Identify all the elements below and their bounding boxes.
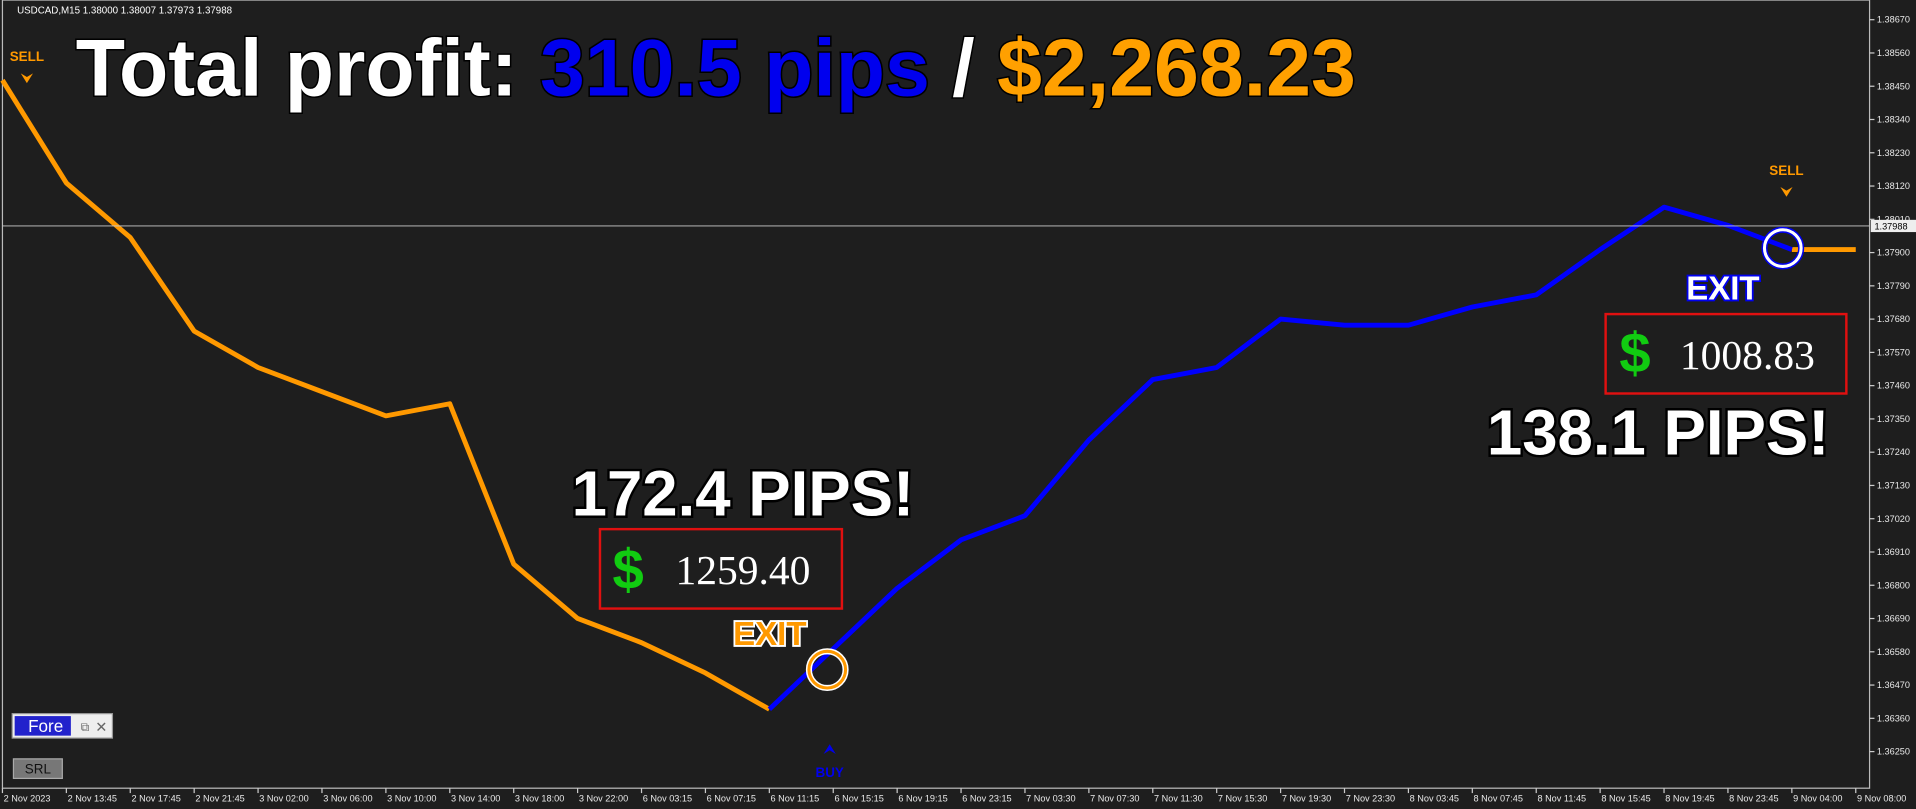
x-tick-label: 2 Nov 13:45 — [68, 794, 117, 804]
exit-label: EXIT — [733, 615, 806, 652]
x-tick-label: 3 Nov 22:00 — [579, 794, 628, 804]
close-icon[interactable]: ✕ — [95, 720, 107, 736]
x-tick-label: 6 Nov 11:15 — [771, 794, 820, 804]
profit-box — [598, 527, 844, 610]
trade-profit: 1008.83 — [1680, 332, 1815, 378]
y-tick-label: 1.37790 — [1877, 281, 1910, 291]
y-tick-label: 1.36800 — [1877, 580, 1910, 590]
title-pips: 310.5 pips — [540, 23, 930, 113]
y-tick-label: 1.36470 — [1877, 680, 1910, 690]
plot-frame — [1, 0, 1871, 789]
srl-label: SRL — [25, 762, 52, 777]
current-price-box — [1870, 219, 1916, 233]
y-tick-label: 1.37130 — [1877, 481, 1910, 491]
x-tick-label: 9 Nov 04:00 — [1793, 794, 1842, 804]
title-separator: / — [952, 23, 974, 113]
signal-label: SELL — [10, 49, 44, 64]
srl-button[interactable] — [12, 758, 63, 780]
y-tick-label: 1.37460 — [1877, 381, 1910, 391]
x-tick-label: 8 Nov 19:45 — [1665, 794, 1714, 804]
y-tick-label: 1.37020 — [1877, 514, 1910, 524]
y-tick-label: 1.36580 — [1877, 647, 1910, 657]
indicator-tab[interactable] — [14, 716, 71, 736]
signal-label: SELL — [1769, 163, 1803, 178]
x-tick-label: 6 Nov 15:15 — [834, 794, 883, 804]
trade-pips: 138.1 PIPS! — [1487, 398, 1830, 469]
x-tick-label: 6 Nov 19:15 — [898, 794, 947, 804]
x-tick-label: 3 Nov 06:00 — [323, 794, 372, 804]
y-tick-label: 1.38450 — [1877, 81, 1910, 91]
title-money: $2,268.23 — [997, 23, 1356, 113]
y-tick-label: 1.38340 — [1877, 115, 1910, 125]
y-tick-label: 1.36250 — [1877, 747, 1910, 757]
x-tick-label: 2 Nov 21:45 — [195, 794, 244, 804]
currency-sign: $ — [1619, 322, 1650, 385]
x-tick-label: 8 Nov 11:45 — [1537, 794, 1586, 804]
marks: 1.38670 1.38560 1.38450 1.38340 1.38230 1.381… — [0, 15, 1916, 804]
y-tick-label: 1.36360 — [1877, 713, 1910, 723]
currency-sign: $ — [612, 538, 643, 601]
y-tick-label: 1.38560 — [1877, 48, 1910, 58]
x-tick-label: 3 Nov 10:00 — [387, 794, 436, 804]
x-tick-label: 3 Nov 18:00 — [515, 794, 564, 804]
x-tick-label: 7 Nov 15:30 — [1218, 794, 1267, 804]
price-line — [767, 204, 1793, 712]
exit-marker — [1762, 228, 1803, 268]
x-tick-label: 6 Nov 03:15 — [643, 794, 692, 804]
x-tick-label: 7 Nov 19:30 — [1282, 794, 1331, 804]
x-tick-label: 2 Nov 2023 — [4, 794, 51, 804]
x-tick-label: 3 Nov 02:00 — [259, 794, 308, 804]
x-tick-label: 3 Nov 14:00 — [451, 794, 500, 804]
x-tick-label: 7 Nov 03:30 — [1026, 794, 1075, 804]
y-tick-label: 1.37680 — [1877, 314, 1910, 324]
x-tick-label: 8 Nov 15:45 — [1601, 794, 1650, 804]
x-tick-label: 2 Nov 17:45 — [131, 794, 180, 804]
y-tick-label: 1.38670 — [1877, 15, 1910, 25]
x-tick-label: 7 Nov 07:30 — [1090, 794, 1139, 804]
trade-profit: 1259.40 — [675, 547, 810, 593]
y-tick-label: 1.38010 — [1877, 214, 1910, 224]
x-tick-label: 7 Nov 23:30 — [1346, 794, 1395, 804]
x-tick-label: 8 Nov 03:45 — [1410, 794, 1459, 804]
indicator-label: Fore — [28, 717, 63, 736]
x-tick-label: 8 Nov 07:45 — [1474, 794, 1523, 804]
signal-arrow — [823, 744, 836, 754]
title-label: Total profit: — [76, 23, 518, 113]
y-tick-label: 1.37900 — [1877, 248, 1910, 258]
title: Total profit: 310.5 pips / $2,268.23 — [76, 23, 1356, 113]
y-tick-label: 1.37350 — [1877, 414, 1910, 424]
signal-label: BUY — [816, 765, 844, 780]
y-tick-label: 1.37570 — [1877, 347, 1910, 357]
y-tick-label: 1.38230 — [1877, 148, 1910, 158]
x-tick-label: 9 Nov 08:00 — [1857, 794, 1906, 804]
ticker: USDCAD,M15 1.38000 1.38007 1.37973 1.379… — [17, 5, 232, 16]
x-tick-label: 6 Nov 07:15 — [707, 794, 756, 804]
exit-marker — [807, 649, 848, 690]
x-tick-label: 7 Nov 11:30 — [1154, 794, 1203, 804]
x-tick-label: 8 Nov 23:45 — [1729, 794, 1778, 804]
signal-arrow — [1780, 186, 1793, 197]
y-tick-label: 1.37240 — [1877, 447, 1910, 457]
signal-arrow — [20, 73, 33, 84]
y-tick-label: 1.36910 — [1877, 547, 1910, 557]
exit-label: EXIT — [1686, 269, 1759, 306]
trade-pips: 172.4 PIPS! — [572, 459, 915, 530]
y-tick-label: 1.38120 — [1877, 181, 1910, 191]
x-tick-label: 6 Nov 23:15 — [962, 794, 1011, 804]
current-price-label: 1.37988 — [1874, 222, 1907, 232]
y-tick-label: 1.36690 — [1877, 614, 1910, 624]
restore-icon[interactable]: ⧉ — [81, 720, 90, 734]
profit-box — [1604, 312, 1848, 395]
